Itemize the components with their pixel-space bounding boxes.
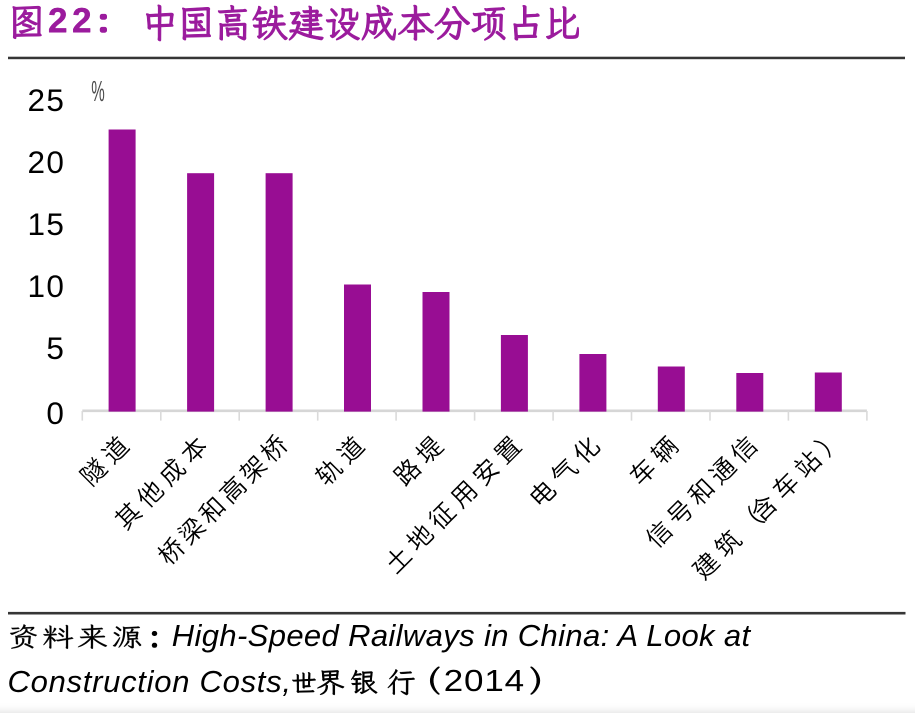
svg-text:25: 25 — [27, 82, 65, 118]
svg-text:Construction Costs,: Construction Costs, — [8, 664, 292, 699]
svg-text:15: 15 — [27, 206, 65, 242]
svg-text:10: 10 — [27, 268, 65, 304]
svg-text:20: 20 — [27, 144, 65, 180]
svg-text:High-Speed Railways in China:: High-Speed Railways in China: A Look at — [172, 618, 752, 653]
svg-text:5: 5 — [46, 330, 65, 366]
svg-text:0: 0 — [46, 395, 65, 431]
